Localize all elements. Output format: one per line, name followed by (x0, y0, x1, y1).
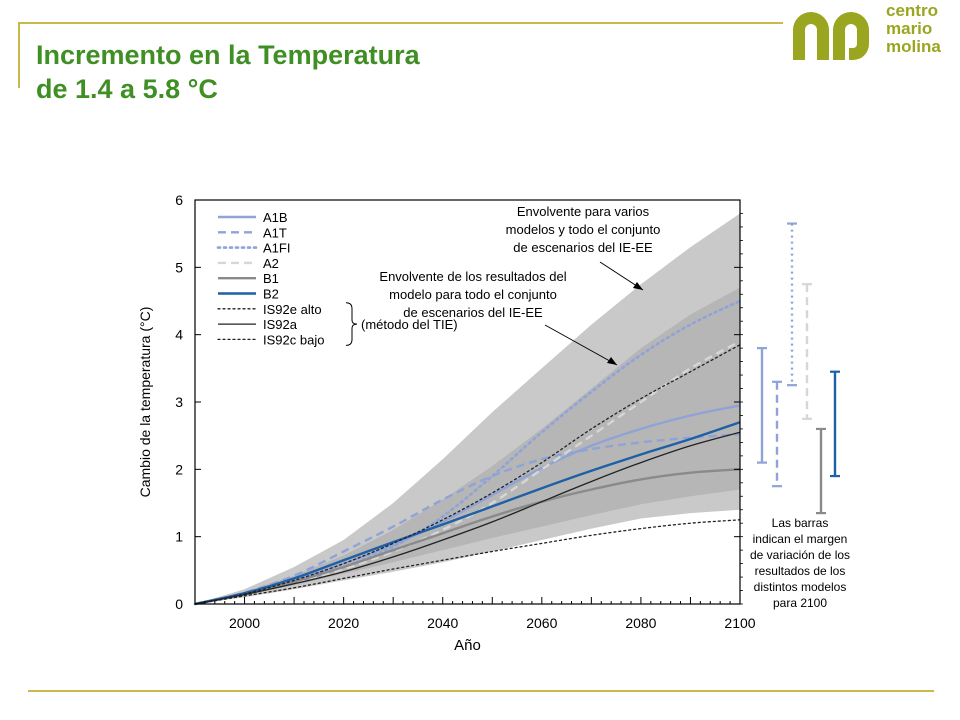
legend-label: A1B (263, 210, 288, 225)
logo-line-1: centro (886, 1, 938, 20)
bars-note-line: resultados de los (755, 564, 846, 578)
y-tick-label: 1 (175, 529, 183, 545)
annotation-outer-line: Envolvente para varios (517, 204, 650, 219)
y-tick-label: 3 (175, 394, 183, 410)
logo-line-2: mario (886, 19, 933, 38)
legend-label: B1 (263, 271, 279, 286)
legend-label: IS92c bajo (263, 332, 324, 347)
annotation-outer-line: modelos y todo el conjunto (506, 222, 661, 237)
title-line-2: de 1.4 a 5.8 °C (36, 74, 218, 104)
y-tick-label: 5 (175, 259, 183, 275)
x-tick-label: 2100 (724, 615, 755, 631)
title-line-1: Incremento en la Temperatura (36, 40, 420, 70)
logo-line-3: molina (886, 37, 941, 56)
x-tick-label: 2040 (427, 615, 458, 631)
x-axis-label: Año (454, 637, 481, 654)
series-line-is92e-alto (194, 344, 741, 605)
series-line-b2 (194, 421, 741, 606)
annotation-inner-line: modelo para todo el conjunto (389, 287, 557, 302)
bars-note-line: indican el margen (753, 532, 848, 546)
legend-label: A1FI (263, 241, 290, 256)
series-line-a1t (194, 433, 741, 606)
annotation-outer-arrowhead (633, 282, 643, 290)
bars-note-line: Las barras (772, 516, 829, 530)
legend-brace (345, 302, 358, 346)
legend-label: A1T (263, 225, 287, 240)
y-tick-label: 2 (175, 461, 183, 477)
x-tick-label: 2080 (625, 615, 656, 631)
bars-note-line: para 2100 (773, 596, 827, 610)
bars-note-line: de variación de los (750, 548, 850, 562)
logo-text: centro mario molina (886, 2, 941, 56)
annotation-inner-line: Envolvente de los resultados del (379, 269, 566, 284)
y-axis-label: Cambio de la temperatura (°C) (137, 307, 153, 498)
annotation-inner-arrowhead (607, 357, 617, 365)
legend-label: IS92e alto (263, 302, 322, 317)
envelope-band-2 (195, 287, 740, 604)
header-side-rule (18, 22, 20, 88)
header-rule (18, 22, 783, 24)
series-line-is92a (194, 431, 741, 605)
x-tick-label: 2000 (229, 615, 260, 631)
annotation-outer-line: de escenarios del IE-EE (513, 240, 653, 255)
x-tick-label: 2060 (526, 615, 557, 631)
y-tick-label: 0 (175, 596, 183, 612)
series-line-b1 (194, 468, 741, 606)
y-tick-label: 4 (175, 327, 183, 343)
bars-note-line: distintos modelos (754, 580, 847, 594)
x-tick-label: 2020 (328, 615, 359, 631)
page-title: Incremento en la Temperatura de 1.4 a 5.… (36, 38, 420, 106)
annotation-inner-arrow (544, 324, 618, 366)
legend-label: A2 (263, 256, 279, 271)
brace-label: (método del TIE) (361, 317, 458, 332)
footer-rule (28, 690, 934, 692)
series-line-is92c-bajo (194, 519, 741, 605)
legend-label: IS92a (263, 317, 298, 332)
annotation-inner-line: de escenarios del IE-EE (403, 305, 543, 320)
centro-mario-molina-logo (793, 12, 869, 60)
y-tick-label: 6 (175, 192, 183, 208)
legend-label: B2 (263, 287, 279, 302)
